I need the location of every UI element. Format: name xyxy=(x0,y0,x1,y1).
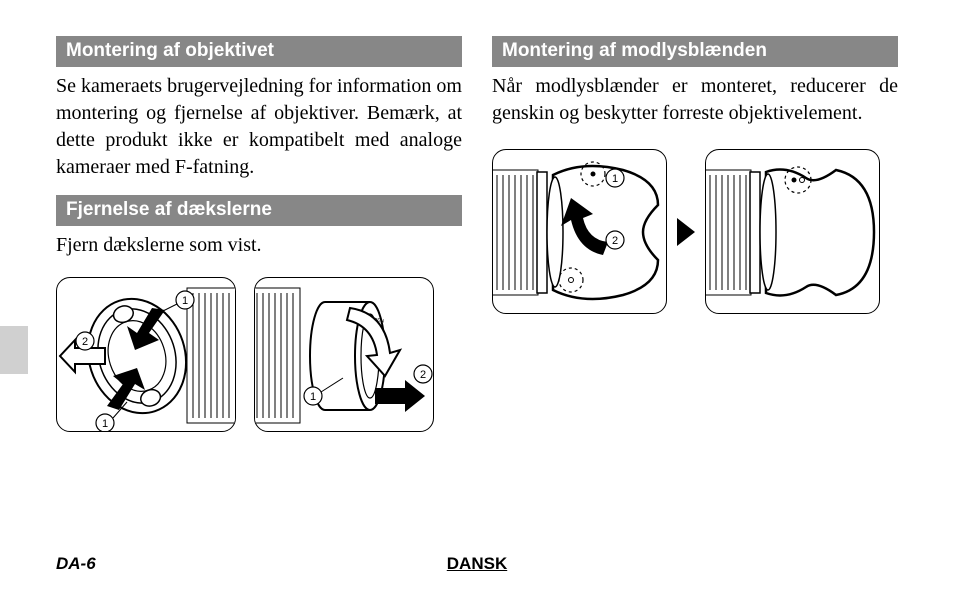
section-header-mounting: Montering af objektivet xyxy=(56,36,462,67)
body-hood: Når modlysblænder er monteret, reducerer… xyxy=(492,73,898,127)
right-column: Montering af modlysblænden Når modlysblæ… xyxy=(492,36,898,506)
section-header-hood: Montering af modlysblænden xyxy=(492,36,898,67)
callout-1a: 1 xyxy=(182,295,188,307)
arrow-separator-icon xyxy=(677,218,695,246)
body-caps: Fjern dækslerne som vist. xyxy=(56,232,462,259)
section-header-caps: Fjernelse af dækslerne xyxy=(56,195,462,226)
footer: DA-6 DANSK xyxy=(56,554,898,574)
language-label: DANSK xyxy=(447,554,507,574)
cap-diagrams-row: 1 2 1 xyxy=(56,277,462,432)
callout-2a: 2 xyxy=(82,336,88,348)
diagram-front-cap: 1 2 1 xyxy=(56,277,236,432)
page-tab xyxy=(0,326,28,374)
callout-1b: 1 xyxy=(102,418,108,430)
hood-diagrams-row: 1 2 xyxy=(492,149,898,314)
callout-1d: 1 xyxy=(612,173,618,185)
diagram-hood-done xyxy=(705,149,880,314)
callout-2c: 2 xyxy=(612,235,618,247)
diagram-hood-attach: 1 2 xyxy=(492,149,667,314)
two-column-layout: Montering af objektivet Se kameraets bru… xyxy=(56,36,898,506)
page-number: DA-6 xyxy=(56,554,96,574)
callout-2b: 2 xyxy=(420,369,426,381)
diagram-rear-cap: ◀OPEN 1 2 xyxy=(254,277,434,432)
callout-1c: 1 xyxy=(310,391,316,403)
left-column: Montering af objektivet Se kameraets bru… xyxy=(56,36,462,506)
body-mounting: Se kameraets brugervejledning for inform… xyxy=(56,73,462,181)
